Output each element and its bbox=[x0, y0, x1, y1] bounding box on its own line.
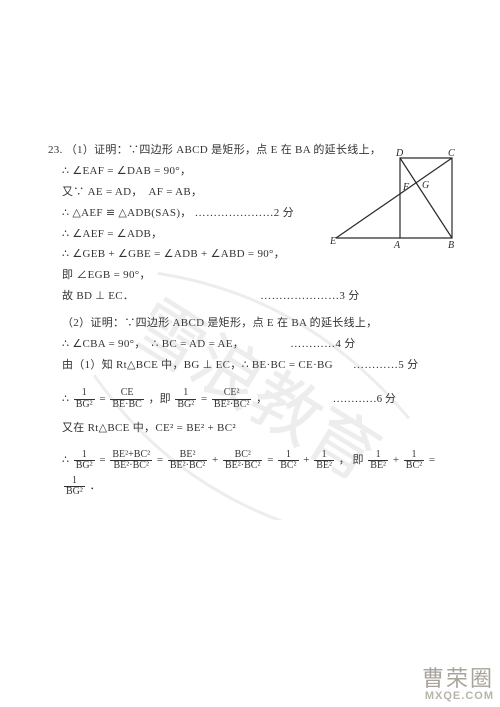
l4-left: ∴ △AEF ≌ △ADB(SAS)， bbox=[62, 207, 192, 219]
corner-cn: 曹荣圈 bbox=[422, 668, 494, 690]
p2-l2-left: ∴ ∠CBA = 90°， ∴ BC = AD = AE， bbox=[62, 338, 244, 350]
frac-1-bg-b: 1BG² bbox=[175, 388, 196, 410]
eq1-mid: 即 bbox=[160, 393, 171, 405]
page-root: 雪浪教育 D C E bbox=[0, 0, 500, 707]
l8-left: 故 BD ⊥ EC． bbox=[62, 290, 134, 302]
corner-en: MXQE.COM bbox=[422, 690, 494, 703]
l4-score: …………………2 分 bbox=[195, 207, 294, 219]
frac-1-bg-c: 1BG² bbox=[74, 450, 95, 472]
frac-be2: BE²BE²·BC² bbox=[168, 450, 207, 472]
corner-watermark: 曹荣圈 MXQE.COM bbox=[422, 668, 494, 703]
line-8: 故 BD ⊥ EC． …………………3 分 bbox=[48, 286, 452, 307]
geo-label-a: A bbox=[393, 240, 401, 248]
frac-1-bc2-b: 1BC² bbox=[404, 450, 424, 472]
eq1-score: …………6 分 bbox=[333, 393, 396, 405]
geo-label-f: F bbox=[402, 182, 410, 193]
p2-line-5: 又在 Rt△BCE 中，CE² = BE² + BC² bbox=[48, 418, 452, 439]
frac-1-be2: 1BE² bbox=[314, 450, 334, 472]
part2-label: （2）证明： bbox=[62, 317, 124, 329]
equation-1: ∴ 1BG² = CEBE·BC ，即 1BG² = CE²BE²·BC² ， … bbox=[48, 386, 452, 412]
geo-label-g: G bbox=[422, 180, 429, 191]
geo-label-c: C bbox=[448, 148, 455, 159]
frac-1-be2-b: 1BE² bbox=[368, 450, 388, 472]
frac-1-bg: 1BG² bbox=[74, 388, 95, 410]
frac-ce-bebc: CEBE·BC bbox=[110, 388, 143, 410]
p2-l3-score: …………5 分 bbox=[353, 359, 418, 371]
frac-1-bc2: 1BC² bbox=[278, 450, 298, 472]
p2-line-3: 由（1）知 Rt△BCE 中，BG ⊥ EC，∴ BE·BC = CE·BG …… bbox=[48, 355, 452, 376]
geo-label-b: B bbox=[448, 240, 454, 248]
line-7: 即 ∠EGB = 90°， bbox=[48, 265, 452, 286]
p2-l1: ∵四边形 ABCD 是矩形，点 E 在 BA 的延长线上， bbox=[124, 317, 377, 329]
eq1-prefix: ∴ bbox=[62, 393, 72, 405]
frac-1-bg-d: 1BG² bbox=[64, 476, 85, 498]
part1-label: （1）证明： bbox=[66, 144, 128, 156]
eq2-prefix: ∴ bbox=[62, 454, 72, 466]
p2-l2-score: …………4 分 bbox=[290, 338, 355, 350]
eq2-mid: 即 bbox=[353, 454, 364, 466]
frac-bc2: BC²BE²·BC² bbox=[223, 450, 262, 472]
p2-l3-left: 由（1）知 Rt△BCE 中，BG ⊥ EC，∴ BE·BC = CE·BG bbox=[62, 359, 333, 371]
p2-line-2: ∴ ∠CBA = 90°， ∴ BC = AD = AE， …………4 分 bbox=[48, 334, 452, 355]
p2-line-1: （2）证明：∵四边形 ABCD 是矩形，点 E 在 BA 的延长线上， bbox=[48, 313, 452, 334]
geo-label-e: E bbox=[330, 236, 336, 247]
equation-2: ∴ 1BG² = BE²+BC²BE²·BC² = BE²BE²·BC² + B… bbox=[48, 447, 452, 500]
frac-sum: BE²+BC²BE²·BC² bbox=[110, 450, 152, 472]
geometry-figure: D C E A B F G bbox=[330, 148, 458, 248]
geo-label-d: D bbox=[395, 148, 404, 159]
frac-ce2: CE²BE²·BC² bbox=[212, 388, 251, 410]
l8-score: …………………3 分 bbox=[260, 290, 359, 302]
problem-number: 23. bbox=[48, 144, 63, 156]
